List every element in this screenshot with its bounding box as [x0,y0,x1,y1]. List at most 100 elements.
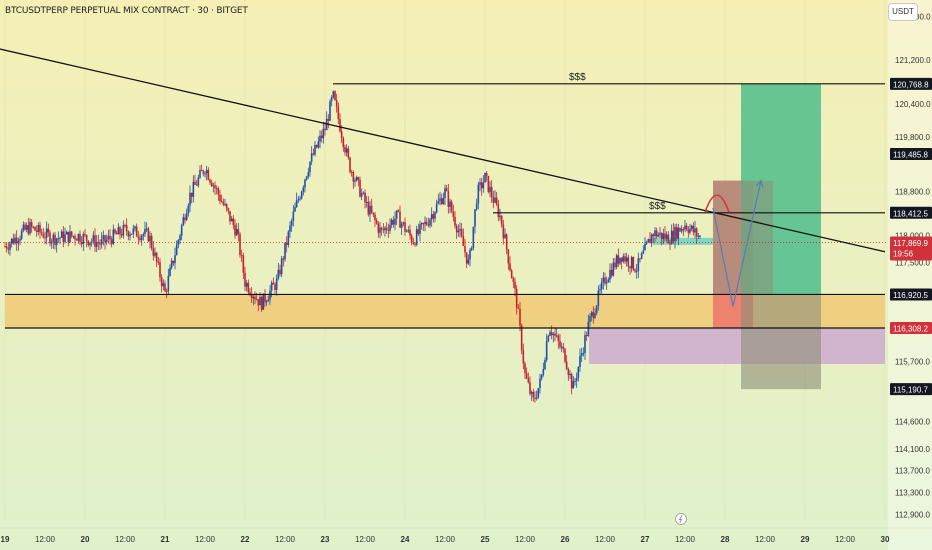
drawings-layer[interactable]: $$$ $$$ [0,47,888,329]
candle-body [529,382,531,394]
candle-body [674,226,676,242]
candle-body [380,227,383,230]
candle-body [89,242,91,246]
candle-body [602,277,605,283]
candle-body [352,172,355,182]
candle-body [687,229,690,233]
candle-body [672,230,675,242]
candle-body [207,169,210,180]
candle-body [104,235,106,243]
candle-body [45,228,48,238]
candle-body [634,269,636,272]
candle-body [574,380,576,382]
candle-body [82,234,85,244]
candle-body [524,363,526,374]
price-tag [890,77,932,90]
candle-body [254,296,256,300]
candle-body [407,229,410,232]
candle-body [537,387,540,398]
price-tag-label: 120,768.8 [893,80,929,89]
candle-body [499,215,501,218]
candle-body [585,335,588,337]
liquidity-label: $$$ [569,72,586,83]
candle-body [457,230,460,233]
candle-body [20,230,23,239]
candle-body [694,228,696,233]
candle-body [175,244,178,256]
candle-body [334,91,336,101]
candle-body [604,277,606,284]
candle-body [329,101,331,121]
candle-body [217,188,220,195]
x-tick-label: 12:00 [675,535,696,544]
candle-body [464,245,466,253]
candle-body [279,269,281,275]
candle-body [165,291,168,293]
x-tick-label: 28 [721,535,730,544]
candle-body [384,227,386,231]
candle-body [155,252,158,262]
candle-body [539,378,541,388]
candle-body [465,252,468,264]
candle-body [75,239,78,241]
candle-body [447,191,450,207]
candle-body [169,267,171,276]
candle-body [689,228,691,233]
candle-body [509,263,511,271]
candle-body [592,312,595,318]
candle-body [185,213,188,221]
candle-body [202,170,205,174]
candle-body [410,235,413,243]
candle-body [442,197,445,204]
price-tag-label: 115,190.7 [893,386,929,395]
candle-body [117,227,120,235]
x-tick-label: 12:00 [435,535,456,544]
candle-body [392,219,395,225]
candle-body [652,234,655,237]
candle-body [460,229,463,237]
candle-body [605,282,608,284]
top-arc [704,194,730,213]
candle-body [290,220,293,226]
y-tick-label: 117,500.0 [895,259,931,268]
candle-body [259,297,261,306]
candle-body [14,237,16,244]
candle-body [584,335,586,354]
candle-body [445,188,448,192]
candle-body [84,234,86,236]
candle-body [405,231,408,233]
candle-body [504,234,506,239]
candle-body [249,292,251,295]
candle-body [250,294,253,299]
candle-body [305,176,308,180]
candle-body [12,238,15,244]
candle-body [32,226,35,228]
candle-body [252,296,255,299]
candle-body [519,308,521,326]
currency-button[interactable]: USDT [888,3,918,21]
candle-body [627,257,630,267]
candle-body [25,225,28,230]
candle-body [617,255,620,264]
candle-body [397,210,400,212]
x-tick-label: 29 [801,535,810,544]
candle-body [35,230,38,232]
x-tick-label: 12:00 [595,535,616,544]
candle-body [337,106,340,120]
candle-body [564,348,566,362]
candle-body [482,182,485,189]
candle-body [40,232,43,234]
candle-body [474,209,476,227]
candle-body [679,227,681,232]
candle-body [60,231,63,238]
candle-body [345,148,348,153]
candle-body [459,229,461,231]
candle-body [422,223,425,225]
y-tick-label: 118,000.0 [895,231,931,240]
candle-body [489,186,491,193]
candle-body [94,235,96,247]
candle-body [512,278,515,282]
candle-body [115,233,118,235]
